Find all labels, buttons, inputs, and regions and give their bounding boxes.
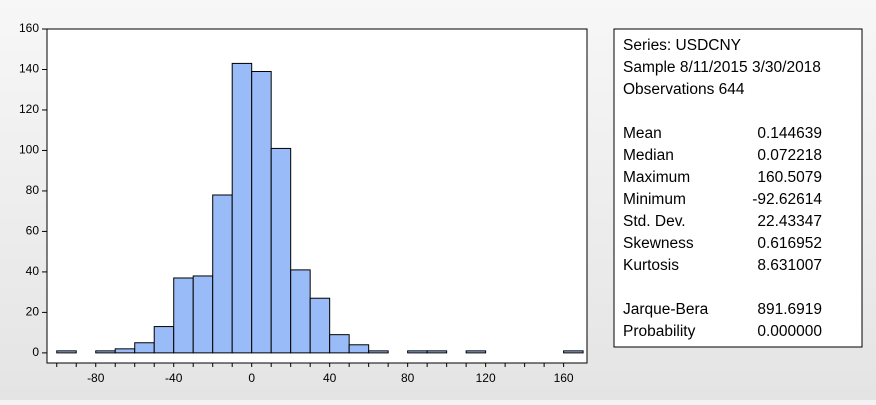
stats-box (613, 28, 863, 348)
stat-label: Median (623, 147, 674, 164)
stat-value: 891.6919 (757, 301, 822, 318)
x-tick-label: -80 (87, 371, 105, 385)
y-tick-label: 80 (26, 183, 40, 197)
stat-value: 0.000000 (757, 323, 822, 340)
y-tick-label: 100 (19, 143, 39, 157)
bar (465, 350, 487, 354)
stat-label: Mean (623, 125, 662, 142)
bar (368, 350, 389, 354)
bar (173, 277, 194, 354)
bar (309, 297, 331, 354)
stat-label: Probability (623, 323, 696, 340)
stats-header: Observations 644 (623, 81, 745, 98)
stat-label: Skewness (623, 235, 694, 252)
bar (134, 342, 155, 354)
y-tick-label: 20 (26, 305, 40, 319)
y-tick-label: 160 (19, 21, 39, 35)
x-tick-label: 0 (248, 371, 255, 385)
stat-value: 8.631007 (757, 257, 822, 274)
x-tick-label: 160 (554, 371, 574, 385)
bar (329, 334, 350, 354)
bar (95, 350, 116, 354)
y-tick-label: 40 (26, 264, 40, 278)
y-tick-label: 120 (19, 102, 39, 116)
y-tick-label: 0 (32, 345, 39, 359)
stat-value: 0.144639 (757, 125, 822, 142)
bar (348, 344, 370, 354)
x-tick-label: 80 (401, 371, 415, 385)
stats-header: Series: USDCNY (623, 37, 741, 54)
stat-value: 22.43347 (757, 213, 822, 230)
stat-label: Std. Dev. (623, 213, 686, 230)
x-tick-label: 40 (323, 371, 337, 385)
bar (270, 147, 292, 354)
x-tick-label: -40 (165, 371, 183, 385)
bar (231, 62, 253, 354)
x-tick-label: 120 (476, 371, 496, 385)
stat-value: -92.62614 (752, 191, 822, 208)
bar (212, 194, 233, 354)
bar (153, 326, 175, 354)
bar (407, 350, 428, 354)
stat-label: Minimum (623, 191, 686, 208)
stats-header: Sample 8/11/2015 3/30/2018 (623, 59, 821, 76)
y-tick-label: 140 (19, 62, 39, 76)
stat-value: 0.072218 (757, 147, 822, 164)
stat-label: Maximum (623, 169, 690, 186)
bar (290, 269, 311, 354)
bar (114, 348, 136, 354)
bar (426, 350, 448, 354)
stat-label: Kurtosis (623, 257, 679, 274)
y-tick-label: 60 (26, 224, 40, 238)
stat-value: 160.5079 (757, 169, 822, 186)
bar (56, 350, 77, 354)
bar (251, 71, 272, 354)
stat-value: 0.616952 (757, 235, 822, 252)
bar (192, 275, 214, 354)
stat-label: Jarque-Bera (623, 301, 709, 318)
bar (563, 350, 584, 354)
